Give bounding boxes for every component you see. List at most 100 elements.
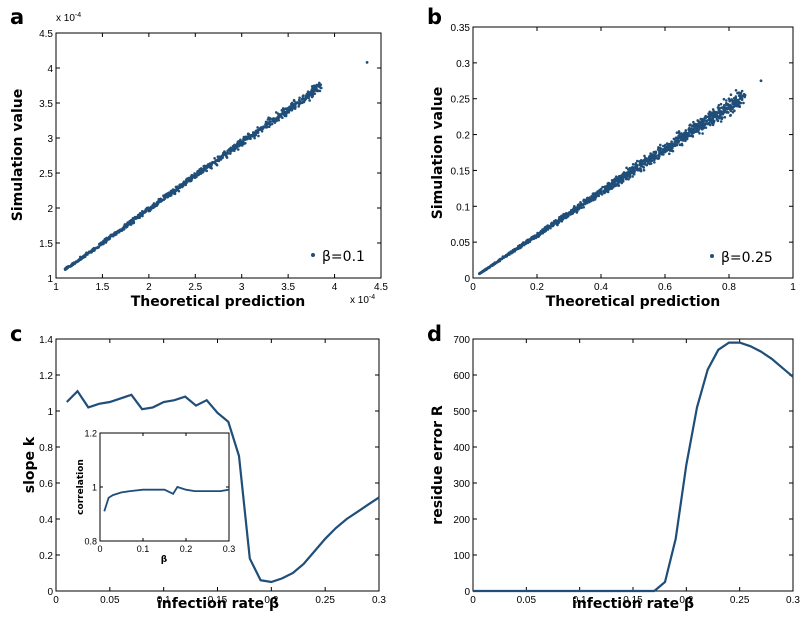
b-cloud-point: [483, 268, 487, 272]
b-cloud-point: [659, 147, 663, 151]
b-cloud-point: [742, 92, 746, 96]
b-y-tick-label: 0.3: [456, 59, 470, 70]
a-cloud-point: [230, 148, 234, 151]
b-cloud-point: [671, 146, 674, 150]
ci-y-tick-label: 1: [92, 483, 97, 493]
b-cloud-point: [627, 177, 630, 181]
b-cloud-point: [688, 126, 691, 130]
a-cloud-point: [181, 183, 185, 186]
b-cloud-point: [625, 166, 628, 170]
a-x-tick-label: 1.5: [95, 282, 109, 293]
a-cloud-point: [198, 168, 201, 171]
b-cloud-point: [687, 133, 691, 137]
b-cloud-point: [693, 129, 697, 133]
b-cloud-point: [722, 108, 725, 111]
b-cloud-point: [611, 180, 615, 184]
a-cloud-point: [284, 113, 288, 116]
b-cloud-point: [700, 123, 703, 127]
d-y-tick-label: 300: [453, 479, 470, 490]
b-cloud-point: [628, 171, 632, 175]
b-cloud-point: [662, 150, 666, 153]
b-cloud-point: [733, 105, 736, 108]
a-cloud-point: [189, 175, 193, 178]
c-x-tick-label: 0.15: [208, 595, 228, 606]
panel-b-y-ticks: 0 0.05 0.1 0.15 0.2 0.25 0.3 0.35: [451, 23, 793, 285]
b-cloud-point: [590, 198, 594, 202]
a-cloud-point: [213, 156, 216, 160]
panel-b-scatter-points: [478, 79, 763, 276]
b-cloud-point: [628, 169, 632, 172]
b-cloud-point: [670, 140, 673, 143]
a-cloud-point: [180, 185, 184, 189]
panel-c-slope-line: [66, 389, 380, 584]
a-cloud-point: [241, 140, 244, 143]
b-cloud-point: [702, 121, 705, 125]
a-cloud-point: [312, 85, 315, 88]
b-cloud-point: [699, 117, 703, 121]
b-cloud-point: [577, 203, 580, 206]
a-cloud-point: [302, 94, 305, 97]
b-cloud-point: [677, 132, 681, 135]
a-x-tick-label: 2: [146, 282, 152, 293]
a-cloud-point: [122, 228, 126, 231]
a-cloud-point: [282, 113, 286, 117]
b-cloud-point: [564, 216, 568, 220]
b-cloud-point: [737, 94, 741, 98]
panel-b-x-ticks: 0 0.2 0.4 0.6 0.8 1: [470, 27, 796, 293]
b-cloud-point: [708, 123, 712, 127]
b-cloud-point: [727, 106, 730, 110]
b-cloud-point: [642, 159, 646, 162]
b-cloud-point: [659, 143, 662, 147]
b-cloud-point: [688, 124, 691, 127]
b-cloud-point: [633, 167, 636, 170]
a-cloud-point: [134, 215, 138, 219]
b-cloud-point: [478, 272, 482, 275]
a-cloud-point: [243, 137, 246, 140]
b-cloud-point: [721, 110, 725, 114]
b-cloud-point: [696, 119, 700, 123]
a-cloud-point: [157, 198, 161, 202]
a-x-tick-label: 4.5: [374, 282, 388, 293]
a-cloud-point: [253, 136, 256, 140]
a-cloud-point: [281, 116, 284, 120]
panel-c-inset-correlation-line: [103, 485, 230, 512]
a-cloud-point: [229, 152, 232, 155]
b-cloud-point: [668, 146, 672, 149]
b-cloud-point: [617, 180, 621, 184]
b-cloud-point: [657, 146, 660, 149]
a-cloud-point: [173, 190, 176, 194]
a-x-tick-label: 3: [239, 282, 245, 293]
a-cloud-point: [92, 246, 96, 250]
b-cloud-point: [652, 150, 656, 154]
a-cloud-point: [297, 103, 301, 106]
b-cloud-point: [708, 115, 712, 119]
b-cloud-point: [543, 229, 546, 233]
b-cloud-point: [733, 99, 736, 102]
b-cloud-point: [643, 154, 646, 158]
a-cloud-point: [308, 99, 311, 102]
a-cloud-point: [74, 260, 78, 264]
d-y-tick-label: 100: [453, 551, 470, 562]
b-cloud-point: [666, 147, 670, 151]
b-cloud-point: [628, 176, 632, 179]
b-cloud-point: [595, 193, 599, 197]
b-cloud-point: [561, 214, 564, 218]
b-cloud-point: [570, 211, 574, 214]
b-cloud-point: [580, 203, 583, 207]
b-cloud-point: [712, 114, 716, 117]
b-cloud-point: [635, 159, 639, 163]
b-cloud-point: [558, 215, 561, 219]
b-cloud-point: [702, 119, 706, 122]
b-cloud-point: [660, 151, 663, 155]
panel-d-letter: d: [427, 322, 442, 346]
b-cloud-point: [588, 200, 591, 204]
a-cloud-point: [102, 242, 105, 246]
panel-c-x-axis-label: infection rate β: [157, 596, 279, 612]
b-cloud-point: [622, 175, 626, 178]
b-cloud-point: [737, 100, 740, 103]
c-x-tick-label: 0.1: [157, 595, 171, 606]
c-y-tick-label: 0: [47, 587, 53, 598]
panel-a-x-scale-label: x 10-4: [350, 294, 375, 306]
a-cloud-point: [289, 102, 293, 106]
panel-c-x-ticks: 0 0.05 0.1 0.15 0.2 0.25 0.3: [53, 339, 386, 606]
